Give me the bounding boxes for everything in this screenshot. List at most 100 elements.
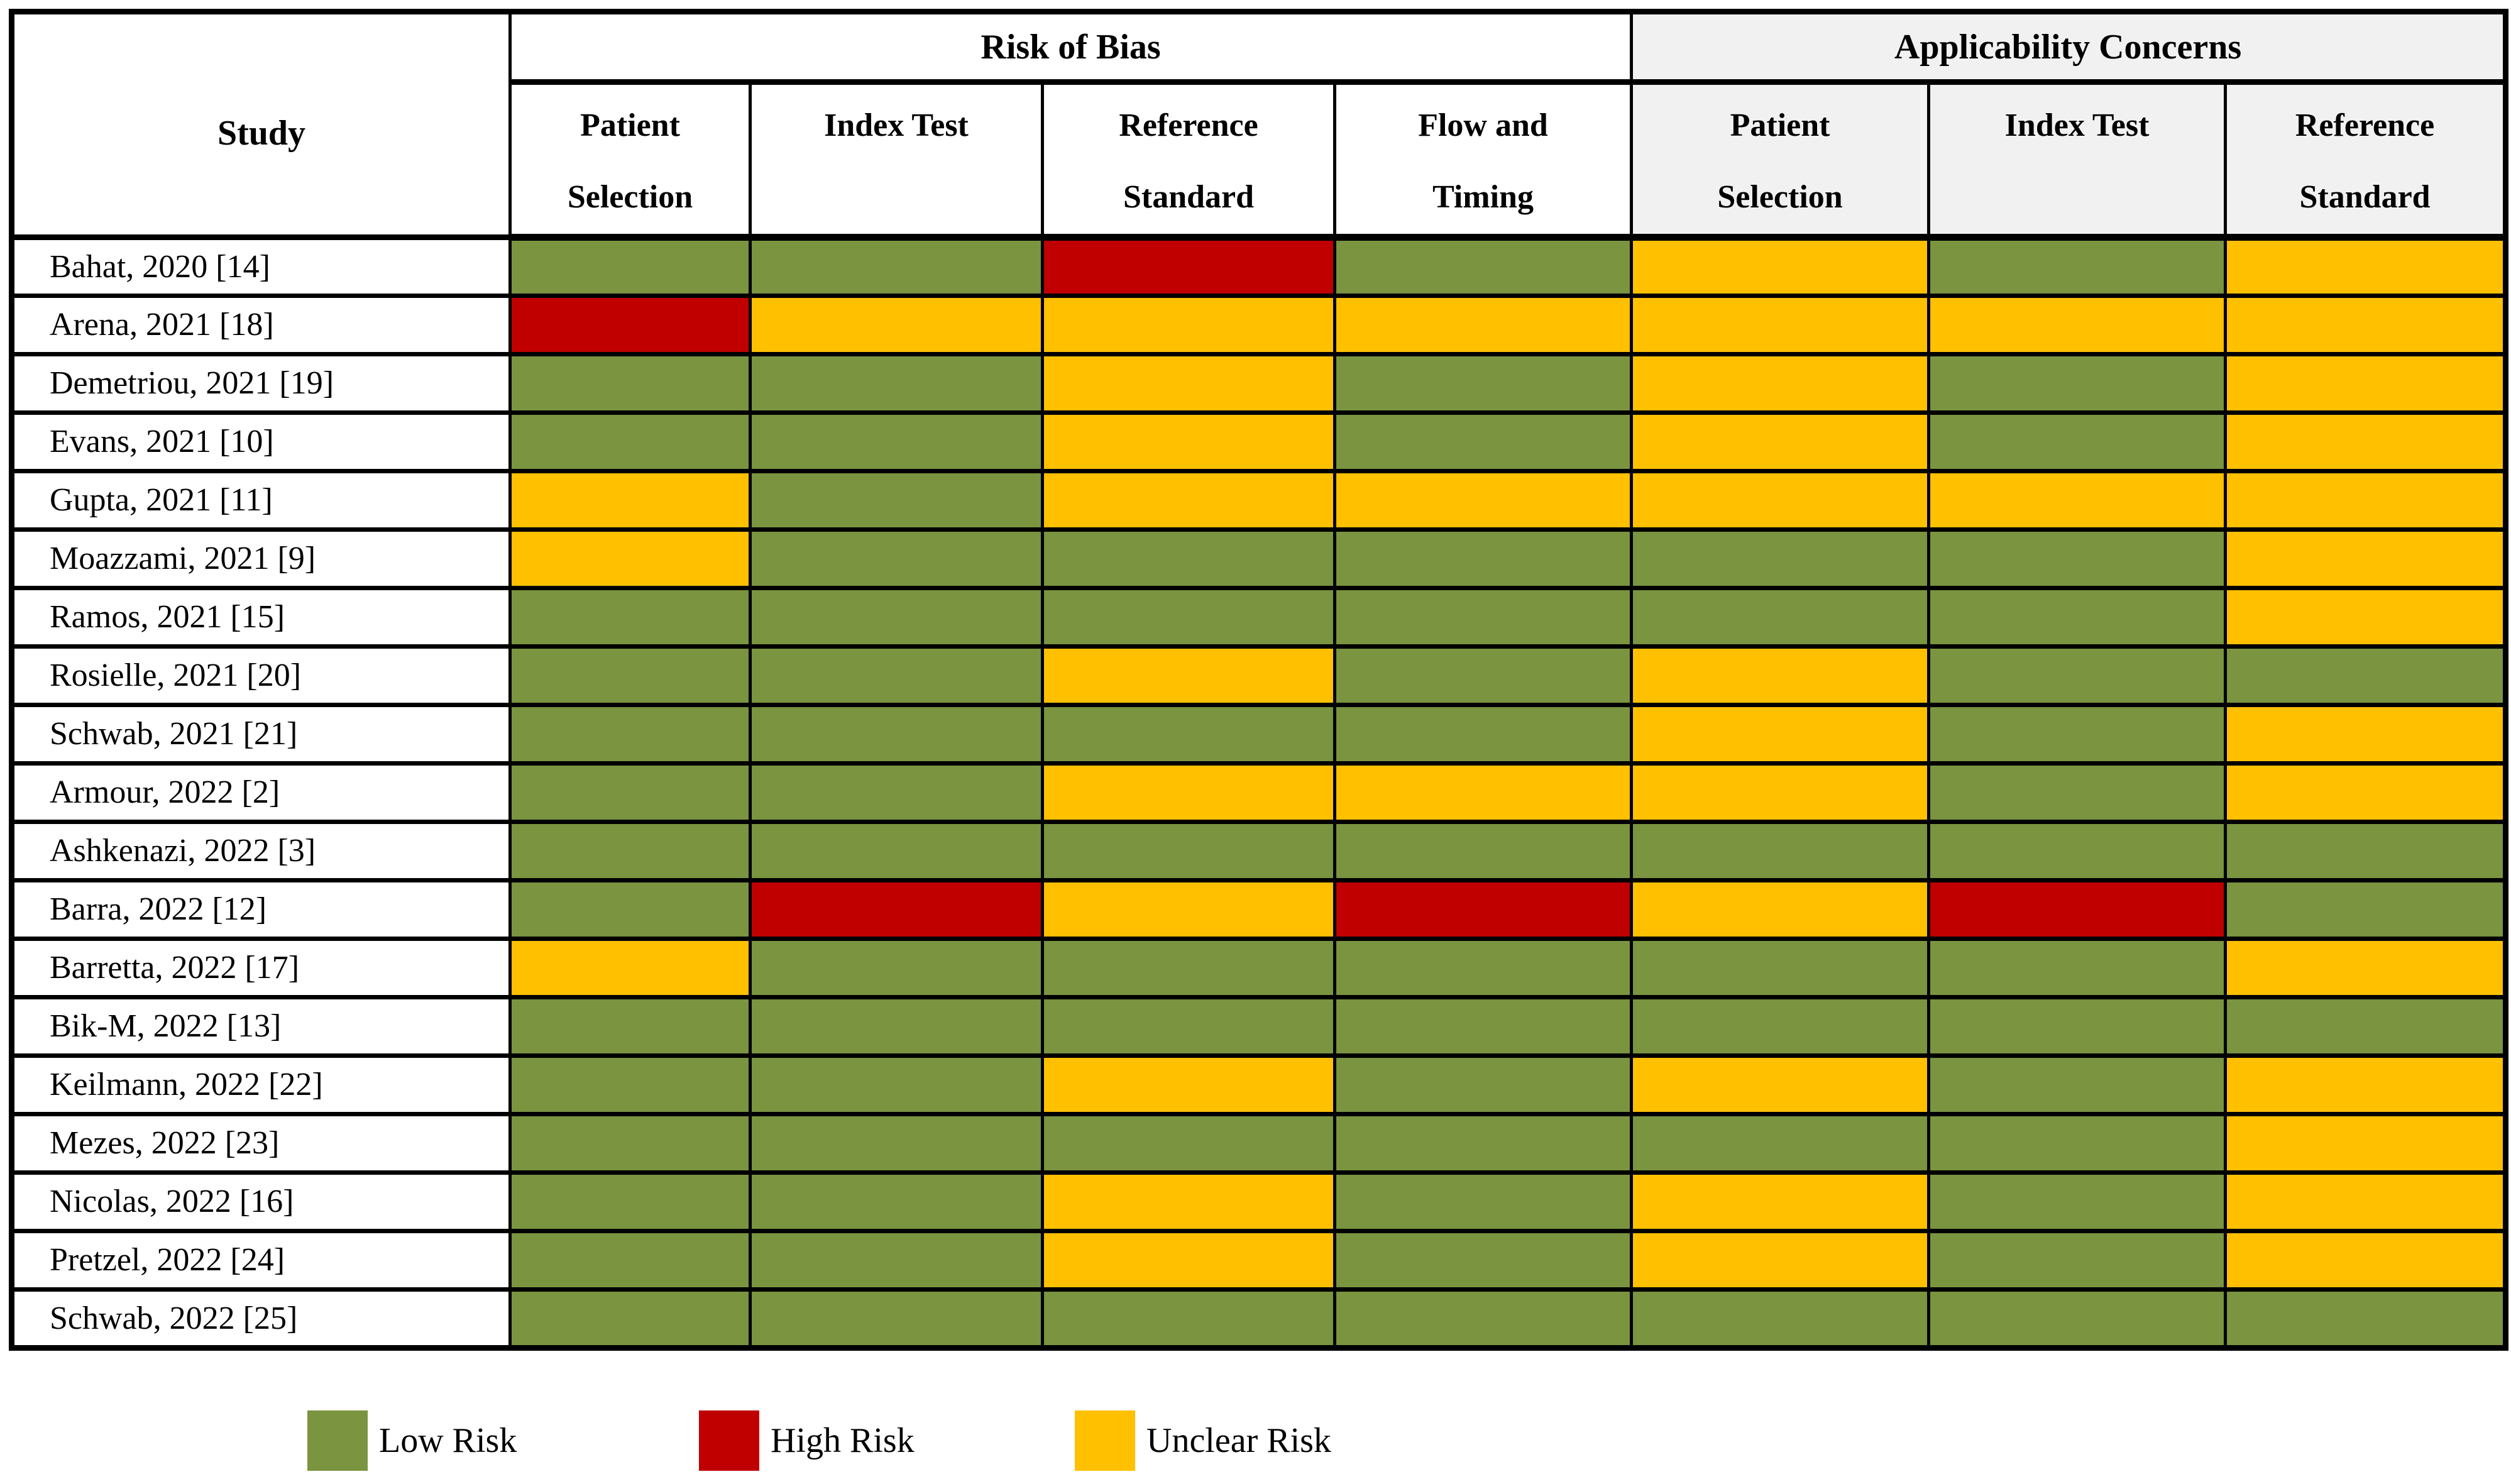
table-row: Bik-M, 2022 [13] [10, 994, 2508, 1058]
table-row: Moazzami, 2021 [9] [10, 527, 2508, 590]
table-row: Demetriou, 2021 [19] [10, 351, 2508, 415]
rob-flow-and-timing-cell [1332, 527, 1634, 590]
column-header-app-reference-standard: Reference Standard [2224, 80, 2508, 241]
study-label: Demetriou, 2021 [19] [10, 351, 512, 415]
rob-patient-selection-cell [508, 936, 752, 999]
app-index-test-cell [1927, 234, 2228, 298]
app-patient-selection-cell [1630, 1053, 1931, 1116]
app-reference-standard-cell [2224, 644, 2508, 707]
rob-index-test-cell [749, 1170, 1044, 1233]
app-patient-selection-cell [1630, 936, 1931, 999]
rob-reference-standard-cell [1041, 877, 1336, 941]
table-row: Mezes, 2022 [23] [10, 1111, 2508, 1175]
study-label: Barretta, 2022 [17] [10, 936, 512, 999]
rob-flow-and-timing-cell [1332, 234, 1634, 298]
app-reference-standard-cell [2224, 1287, 2508, 1350]
rob-flow-and-timing-cell [1332, 819, 1634, 882]
rob-reference-standard-cell [1041, 1111, 1336, 1175]
legend-item-high-risk: High Risk [699, 1410, 915, 1471]
rob-index-test-cell [749, 527, 1044, 590]
rob-index-test-cell [749, 644, 1044, 707]
app-reference-standard-cell [2224, 1111, 2508, 1175]
column-header-rob-reference-standard: Reference Standard [1041, 80, 1336, 241]
app-index-test-cell [1927, 1053, 2228, 1116]
app-patient-selection-cell [1630, 819, 1931, 882]
app-index-test-cell [1927, 936, 2228, 999]
study-label: Mezes, 2022 [23] [10, 1111, 512, 1175]
app-index-test-cell [1927, 293, 2228, 356]
study-label: Keilmann, 2022 [22] [10, 1053, 512, 1116]
app-reference-standard-cell [2224, 1053, 2508, 1116]
rob-reference-standard-cell [1041, 585, 1336, 649]
rob-flow-and-timing-cell [1332, 702, 1634, 766]
study-label: Bik-M, 2022 [13] [10, 994, 512, 1058]
rob-reference-standard-cell [1041, 293, 1336, 356]
rob-patient-selection-cell [508, 468, 752, 532]
app-patient-selection-cell [1630, 1287, 1931, 1350]
rob-index-test-cell [749, 702, 1044, 766]
app-index-test-cell [1927, 527, 2228, 590]
low-risk-swatch [307, 1410, 368, 1471]
rob-flow-and-timing-cell [1332, 351, 1634, 415]
app-patient-selection-cell [1630, 1228, 1931, 1292]
app-reference-standard-cell [2224, 819, 2508, 882]
table-row: Pretzel, 2022 [24] [10, 1228, 2508, 1292]
app-index-test-cell [1927, 702, 2228, 766]
app-patient-selection-cell [1630, 644, 1931, 707]
rob-patient-selection-cell [508, 1170, 752, 1233]
study-label: Rosielle, 2021 [20] [10, 644, 512, 707]
app-patient-selection-cell [1630, 410, 1931, 473]
rob-index-test-cell [749, 410, 1044, 473]
rob-reference-standard-cell [1041, 1287, 1336, 1350]
column-header-rob-patient-selection: Patient Selection [508, 80, 752, 241]
rob-reference-standard-cell [1041, 1053, 1336, 1116]
app-reference-standard-cell [2224, 702, 2508, 766]
app-patient-selection-cell [1630, 234, 1931, 298]
rob-flow-and-timing-cell [1332, 1170, 1634, 1233]
app-reference-standard-cell [2224, 994, 2508, 1058]
column-header-app-index-test: Index Test [1927, 80, 2228, 241]
app-patient-selection-cell [1630, 1170, 1931, 1233]
app-patient-selection-cell [1630, 351, 1931, 415]
rob-reference-standard-cell [1041, 644, 1336, 707]
app-patient-selection-cell [1630, 994, 1931, 1058]
rob-index-test-cell [749, 936, 1044, 999]
app-reference-standard-cell [2224, 761, 2508, 824]
table-row: Bahat, 2020 [14] [10, 234, 2508, 298]
app-index-test-cell [1927, 877, 2228, 941]
study-label: Barra, 2022 [12] [10, 877, 512, 941]
app-reference-standard-cell [2224, 1228, 2508, 1292]
rob-reference-standard-cell [1041, 994, 1336, 1058]
table-row: Evans, 2021 [10] [10, 410, 2508, 473]
rob-flow-and-timing-cell [1332, 1228, 1634, 1292]
rob-flow-and-timing-cell [1332, 877, 1634, 941]
app-index-test-cell [1927, 585, 2228, 649]
app-index-test-cell [1927, 410, 2228, 473]
app-reference-standard-cell [2224, 877, 2508, 941]
rob-flow-and-timing-cell [1332, 936, 1634, 999]
app-index-test-cell [1927, 761, 2228, 824]
rob-patient-selection-cell [508, 644, 752, 707]
app-patient-selection-cell [1630, 761, 1931, 824]
rob-index-test-cell [749, 468, 1044, 532]
app-index-test-cell [1927, 1111, 2228, 1175]
quadas2-table: Study Risk of Bias Applicability Concern… [9, 9, 2509, 1351]
rob-index-test-cell [749, 1228, 1044, 1292]
rob-flow-and-timing-cell [1332, 1111, 1634, 1175]
rob-index-test-cell [749, 1053, 1044, 1116]
app-patient-selection-cell [1630, 702, 1931, 766]
study-label: Schwab, 2021 [21] [10, 702, 512, 766]
legend-item-unclear-risk: Unclear Risk [1075, 1410, 1331, 1471]
rob-reference-standard-cell [1041, 410, 1336, 473]
sub-header-row: Patient Selection Index Test Reference S… [12, 80, 2508, 241]
rob-patient-selection-cell [508, 1287, 752, 1350]
rob-patient-selection-cell [508, 234, 752, 298]
rob-patient-selection-cell [508, 527, 752, 590]
rob-index-test-cell [749, 1111, 1044, 1175]
rob-patient-selection-cell [508, 702, 752, 766]
rob-patient-selection-cell [508, 877, 752, 941]
rob-index-test-cell [749, 293, 1044, 356]
app-reference-standard-cell [2224, 585, 2508, 649]
app-index-test-cell [1927, 1287, 2228, 1350]
table-row: Rosielle, 2021 [20] [10, 644, 2508, 707]
